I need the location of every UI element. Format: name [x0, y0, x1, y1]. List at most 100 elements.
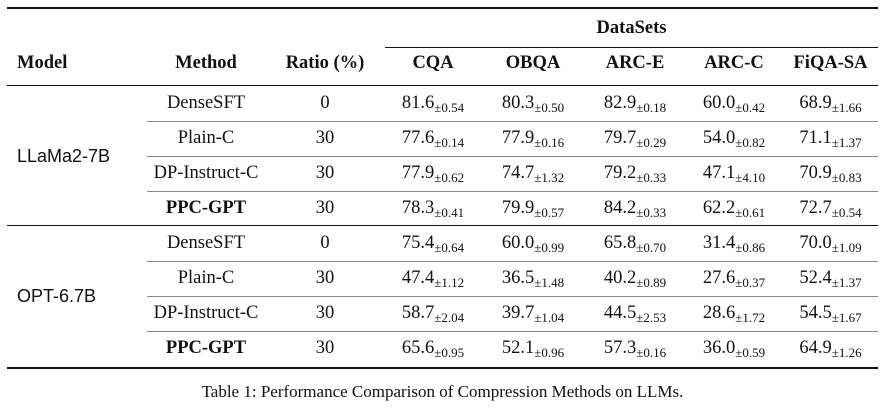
score-std: ±1.37	[831, 135, 862, 150]
score-std: ±1.66	[831, 100, 862, 115]
ratio-cell: 30	[315, 163, 335, 183]
row-divider	[147, 121, 878, 122]
score-mean: 65.6	[401, 338, 435, 358]
score-std: ±0.89	[636, 275, 667, 290]
score-mean: 60.0	[702, 93, 736, 113]
row-divider	[147, 331, 878, 332]
score-mean: 77.9	[501, 128, 535, 148]
score-mean: 27.6	[702, 268, 736, 288]
score-std: ±0.83	[831, 170, 862, 185]
score-cell: 72.7±0.54	[783, 199, 878, 220]
ratio-cell: 0	[320, 93, 330, 113]
score-mean: 80.3	[501, 93, 535, 113]
score-mean: 81.6	[401, 93, 435, 113]
score-mean: 65.8	[603, 233, 637, 253]
score-mean: 39.7	[501, 303, 535, 323]
score-cell: 82.9±0.18	[585, 94, 685, 115]
top-rule	[7, 7, 878, 9]
dataset-header-arc-e: ARC-E	[605, 53, 665, 73]
score-std: ±0.33	[636, 170, 667, 185]
score-std: ±0.64	[434, 240, 465, 255]
score-mean: 79.7	[603, 128, 637, 148]
score-cell: 70.0±1.09	[783, 234, 878, 254]
score-cell: 81.6±0.54	[385, 93, 481, 115]
score-mean: 75.4	[401, 233, 435, 253]
score-cell: 77.6±0.14	[385, 129, 481, 150]
score-mean: 71.1	[799, 128, 832, 148]
dataset-header-arc-c: ARC-C	[704, 53, 764, 73]
score-cell: 70.9±0.83	[783, 164, 878, 185]
row-divider	[147, 191, 878, 192]
score-std: ±0.59	[735, 345, 766, 360]
score-mean: 84.2	[603, 198, 637, 218]
score-cell: 47.4±1.12	[385, 268, 481, 289]
score-std: ±0.86	[735, 240, 766, 255]
method-cell: PPC-GPT	[165, 338, 247, 358]
score-cell: 79.2±0.33	[585, 163, 685, 185]
method-cell: DP-Instruct-C	[153, 163, 259, 183]
score-cell: 57.3±0.16	[585, 338, 685, 360]
ratio-cell: 30	[315, 268, 335, 288]
score-cell: 39.7±1.04	[481, 303, 585, 324]
score-mean: 57.3	[603, 338, 637, 358]
score-cell: 40.2±0.89	[585, 268, 685, 290]
score-cell: 54.5±1.67	[783, 304, 878, 325]
ratio-cell: 30	[315, 338, 335, 358]
score-std: ±0.54	[831, 205, 862, 220]
ratio-cell: 30	[315, 128, 335, 148]
dataset-header-obqa: OBQA	[505, 53, 561, 73]
score-cell: 77.9±0.16	[481, 128, 585, 149]
score-std: ±1.26	[831, 345, 862, 360]
score-cell: 65.6±0.95	[385, 338, 481, 359]
model-name: OPT-6.7B	[17, 286, 97, 306]
method-cell: PPC-GPT	[165, 198, 247, 218]
score-mean: 79.2	[603, 163, 637, 183]
ratio-cell: 0	[320, 233, 330, 253]
score-std: ±0.16	[636, 345, 667, 360]
score-mean: 78.3	[401, 198, 435, 218]
score-mean: 52.4	[799, 268, 832, 288]
ratio-cell: 30	[315, 198, 335, 218]
score-mean: 47.4	[401, 268, 435, 288]
score-mean: 62.2	[702, 198, 736, 218]
score-std: ±1.32	[534, 170, 565, 185]
score-mean: 40.2	[603, 268, 637, 288]
score-std: ±0.70	[636, 240, 667, 255]
score-mean: 47.1	[702, 163, 736, 183]
score-mean: 36.5	[501, 268, 535, 288]
method-header: Method	[175, 53, 237, 73]
row-divider	[147, 296, 878, 297]
score-mean: 28.6	[702, 303, 736, 323]
model-name: LLaMa2-7B	[17, 146, 111, 166]
score-std: ±0.14	[434, 135, 465, 150]
score-cell: 74.7±1.32	[481, 163, 585, 185]
score-mean: 52.1	[501, 338, 535, 358]
score-cell: 77.9±0.62	[385, 164, 481, 184]
score-std: ±0.96	[534, 345, 565, 360]
score-mean: 68.9	[799, 93, 832, 113]
score-cell: 36.5±1.48	[481, 268, 585, 289]
score-cell: 54.0±0.82	[685, 129, 783, 149]
score-std: ±0.29	[636, 135, 667, 150]
score-std: ±0.54	[434, 100, 465, 115]
score-std: ±0.18	[636, 100, 667, 115]
method-cell: Plain-C	[177, 128, 235, 148]
ratio-cell: 30	[315, 303, 335, 323]
datasets-header: DataSets	[596, 18, 667, 38]
score-cell: 79.9±0.57	[481, 198, 585, 219]
score-std: ±1.37	[831, 275, 862, 290]
datasets-rule	[385, 47, 878, 48]
score-cell: 84.2±0.33	[585, 198, 685, 219]
score-std: ±0.37	[735, 275, 766, 290]
score-cell: 75.4±0.64	[385, 233, 481, 255]
score-mean: 79.9	[501, 198, 535, 218]
score-cell: 60.0±0.99	[481, 233, 585, 254]
score-mean: 74.7	[501, 163, 535, 183]
score-cell: 62.2±0.61	[685, 198, 783, 219]
method-cell: Plain-C	[177, 268, 235, 288]
score-mean: 60.0	[501, 233, 535, 253]
score-cell: 68.9±1.66	[783, 93, 878, 115]
score-cell: 64.9±1.26	[783, 339, 878, 360]
model-header: Model	[17, 53, 68, 73]
score-std: ±1.67	[831, 310, 862, 325]
